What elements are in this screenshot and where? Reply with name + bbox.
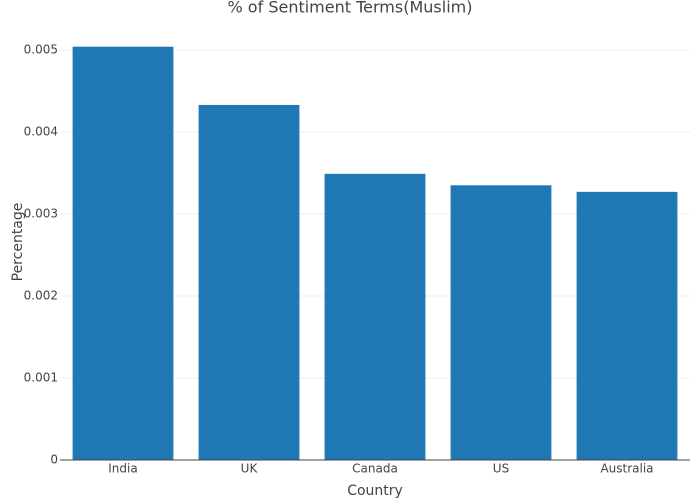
x-tick-label: US xyxy=(493,462,509,476)
x-tick-label: Australia xyxy=(600,462,653,476)
y-axis-title: Percentage xyxy=(10,203,26,282)
x-tick-label: India xyxy=(108,462,137,476)
y-tick-label: 0.003 xyxy=(24,207,58,221)
bar xyxy=(324,173,426,460)
chart-title: % of Sentiment Terms(Muslim) xyxy=(228,0,473,17)
bar xyxy=(576,191,678,461)
y-tick-label: 0.001 xyxy=(24,371,58,385)
y-tick-label: 0 xyxy=(50,453,58,467)
bar xyxy=(72,46,174,460)
bar xyxy=(198,104,300,460)
y-tick-label: 0.004 xyxy=(24,125,58,139)
y-tick-label: 0.002 xyxy=(24,289,58,303)
y-tick-label: 0.005 xyxy=(24,43,58,57)
bar xyxy=(450,185,552,461)
x-tick-label: UK xyxy=(241,462,259,476)
x-axis-title: Country xyxy=(347,483,403,499)
x-tick-label: Canada xyxy=(352,462,398,476)
